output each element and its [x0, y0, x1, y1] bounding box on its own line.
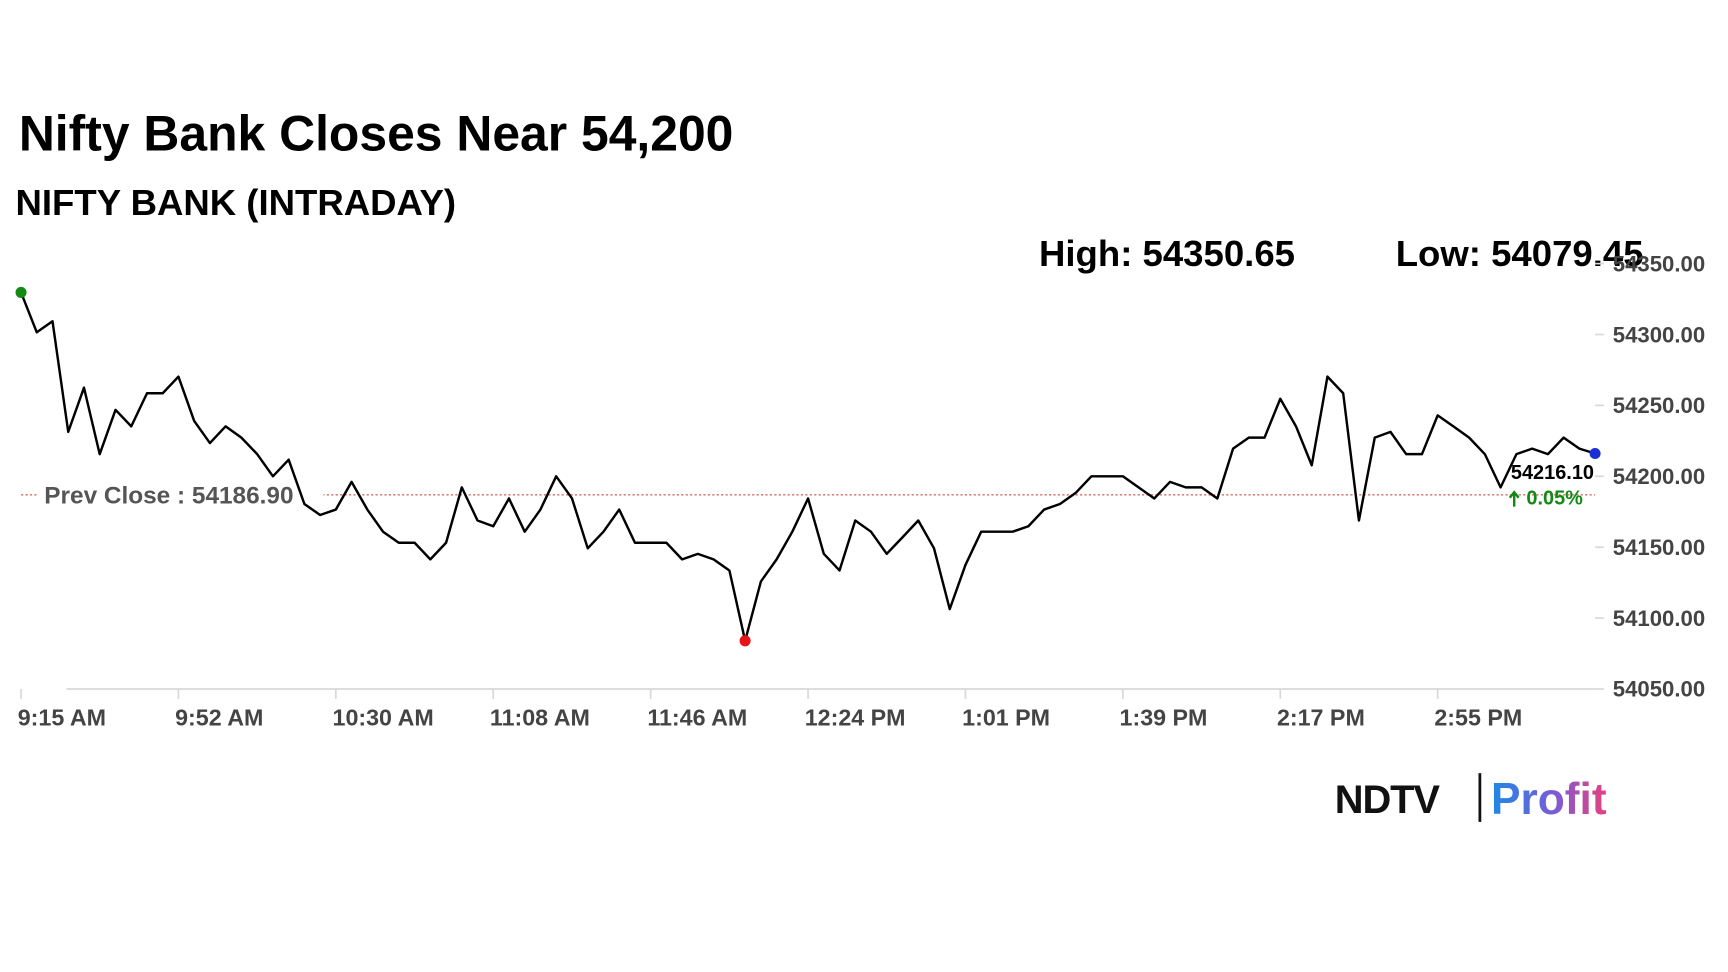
y-tick-label: 54050.00 — [1613, 677, 1705, 702]
y-tick-label: 54200.00 — [1613, 464, 1705, 489]
x-tick-label: 1:01 PM — [962, 705, 1050, 731]
last-value: 54216.10 — [1511, 462, 1594, 484]
x-tick-label: 9:15 AM — [18, 705, 106, 731]
x-tick-label: 1:39 PM — [1120, 705, 1208, 731]
logo-ndtv: NDTV — [1335, 778, 1441, 822]
x-tick-label: 9:52 AM — [175, 705, 263, 731]
y-tick-label: 54150.00 — [1613, 535, 1705, 560]
chart-subtitle: NIFTY BANK (INTRADAY) — [16, 182, 457, 223]
low-value: 54079.45 — [1491, 233, 1643, 274]
end-dot — [1589, 447, 1601, 460]
low-dot — [739, 635, 751, 647]
chart-title: Nifty Bank Closes Near 54,200 — [19, 106, 734, 162]
logo-profit: Profit — [1491, 775, 1607, 824]
up-arrow — [1508, 490, 1520, 507]
high-value: 54350.65 — [1143, 233, 1295, 274]
y-tick-label: 54300.00 — [1613, 322, 1705, 347]
start-dot — [15, 286, 27, 298]
x-tick-label: 11:08 AM — [490, 705, 590, 731]
y-tick-label: 54350.00 — [1613, 251, 1705, 276]
change-value: 0.05% — [1526, 487, 1583, 509]
price-line — [19, 291, 1596, 643]
y-tick-label: 54250.00 — [1613, 393, 1705, 418]
x-tick-label: 10:30 AM — [333, 705, 434, 731]
high-stat: High: 54350.65 — [1039, 233, 1295, 274]
x-tick-label: 12:24 PM — [805, 705, 906, 731]
prev-close-label: Prev Close : — [44, 483, 185, 510]
low-stat: Low: 54079.45 — [1396, 233, 1644, 274]
x-tick-label: 2:17 PM — [1277, 705, 1365, 731]
high-label: High: — [1039, 233, 1132, 274]
x-tick-label: 11:46 AM — [647, 705, 747, 731]
prev-close-value: 54186.90 — [192, 483, 294, 510]
x-tick-label: 2:55 PM — [1434, 705, 1522, 731]
low-label: Low: — [1396, 233, 1481, 274]
y-tick-label: 54100.00 — [1613, 606, 1705, 631]
prev-close-text: Prev Close : 54186.90 — [44, 483, 293, 510]
prev-close-bg — [37, 479, 324, 510]
